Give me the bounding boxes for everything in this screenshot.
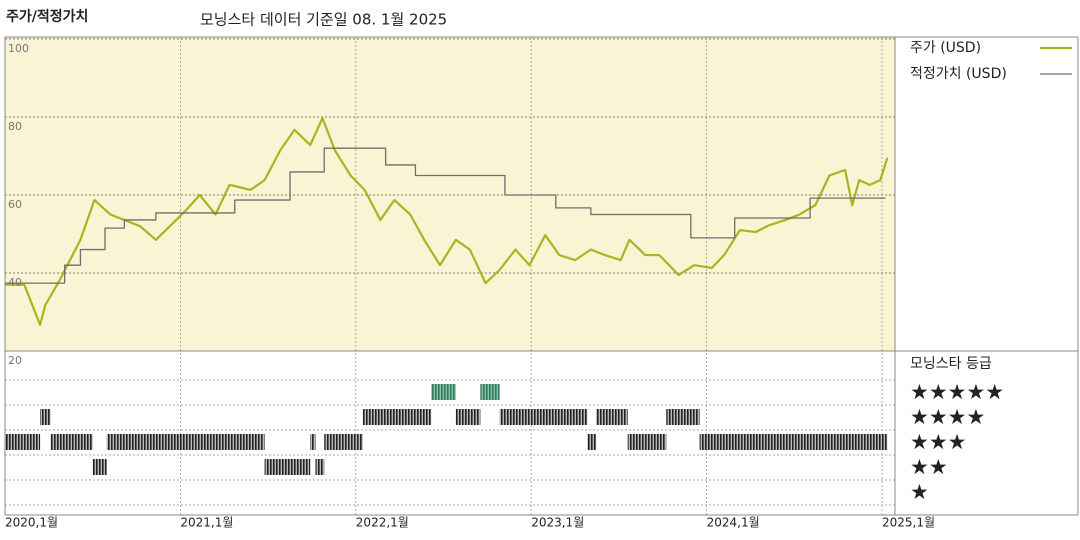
rating-level-label: ★★★ [910,430,966,454]
rating-bar [324,434,363,450]
rating-bar [40,409,51,425]
chart-subtitle: 모닝스타 데이터 기준일 08. 1월 2025 [200,11,447,29]
chart-title: 주가/적정가치 [6,8,88,25]
rating-bar [499,409,588,425]
series-line [5,147,886,284]
rating-bar [480,384,500,400]
rating-bar [315,459,325,475]
rating-bar [431,384,456,400]
rating-bar [596,409,628,425]
rating-bar [5,434,41,450]
rating-level-label: ★★★★★ [910,380,1004,404]
rating-level-label: ★ [910,480,929,504]
x-tick-label: 2023,1월 [531,516,584,530]
rating-bar [362,409,432,425]
rating-bar [666,409,700,425]
rating-bar [310,434,316,450]
rating-bar [92,459,107,475]
rating-bar [455,409,481,425]
legend-label: 주가 (USD) [910,40,981,56]
rating-rows [5,379,895,506]
y-tick-label: 80 [8,120,22,133]
plot-background [5,37,895,351]
rating-bar [587,434,597,450]
x-tick-label: 2020,1월 [5,516,58,530]
rating-bar [106,434,265,450]
y-tick-label: 100 [8,42,29,55]
y-tick-label: 20 [8,354,22,367]
legend-label: 적정가치 (USD) [910,66,1007,82]
y-tick-label: 40 [8,276,22,289]
rating-level-label: ★★ [910,455,948,479]
frame [4,36,1079,516]
rating-bar [699,434,888,450]
x-tick-label: 2022,1월 [356,516,409,530]
rating-level-label: ★★★★ [910,405,985,429]
rating-bar [50,434,93,450]
series-line [5,117,889,326]
x-tick-label: 2025,1월 [882,516,935,530]
x-tick-label: 2024,1월 [707,516,760,530]
rating-bar [264,459,311,475]
rating-bar [627,434,667,450]
y-tick-label: 60 [8,198,22,211]
x-tick-label: 2021,1월 [180,516,233,530]
rating-title: 모닝스타 등급 [910,356,992,372]
